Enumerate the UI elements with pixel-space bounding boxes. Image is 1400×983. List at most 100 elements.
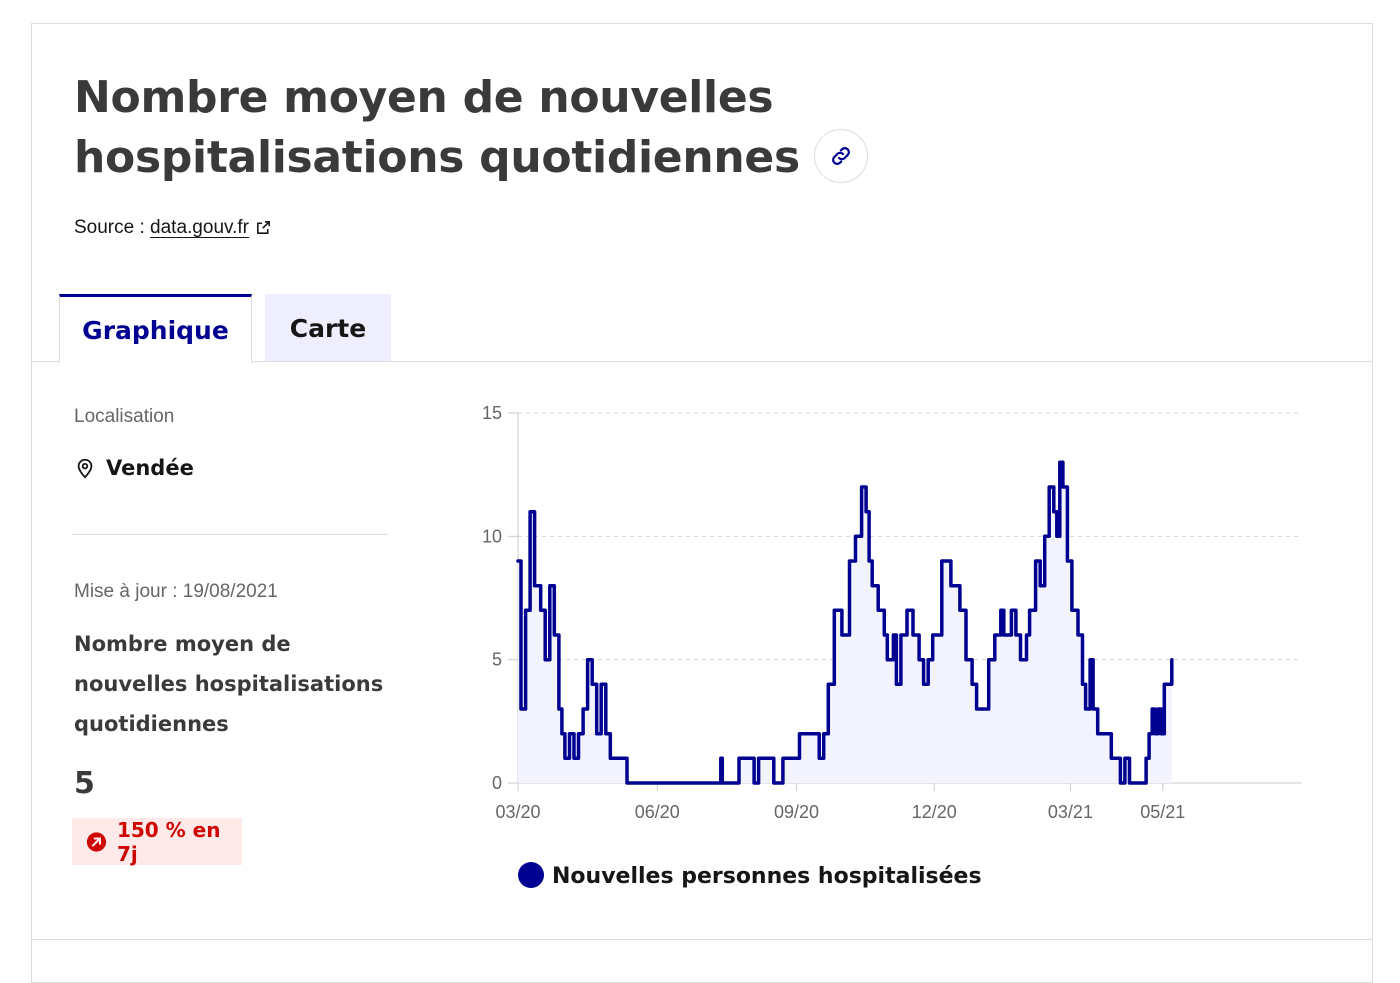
data-point <box>1145 758 1147 760</box>
data-point <box>1015 634 1017 636</box>
data-point <box>965 659 967 661</box>
data-point <box>927 659 929 661</box>
data-point <box>983 708 985 710</box>
hospitalisations-chart: 05101503/20 06/20 09/20 12/20 03/21 05/21Nouv… <box>440 390 1340 910</box>
legend-marker <box>518 862 544 888</box>
data-point <box>773 782 775 784</box>
location-selector[interactable]: Vendée <box>74 456 194 480</box>
indicator-label: Nombre moyen de nouvelles hospitalisatio… <box>74 624 384 744</box>
data-point <box>750 758 752 760</box>
data-point <box>738 758 740 760</box>
data-point <box>1129 782 1131 784</box>
data-point <box>941 560 943 562</box>
data-point <box>988 659 990 661</box>
data-point <box>1092 708 1094 710</box>
data-point <box>1160 733 1162 735</box>
data-point <box>1120 782 1122 784</box>
data-point <box>561 733 563 735</box>
copy-link-button[interactable] <box>814 129 868 183</box>
data-point <box>517 560 519 562</box>
data-point <box>828 684 830 686</box>
data-point <box>578 733 580 735</box>
y-tick-label: 10 <box>482 526 502 546</box>
data-point <box>753 782 755 784</box>
data-point <box>591 684 593 686</box>
data-point <box>719 782 721 784</box>
data-point <box>1141 782 1143 784</box>
location-value: Vendée <box>106 456 194 480</box>
data-point <box>976 708 978 710</box>
location-label: Localisation <box>74 406 174 428</box>
data-point <box>1138 782 1140 784</box>
data-point <box>779 782 781 784</box>
data-point <box>896 684 898 686</box>
page-title: Nombre moyen de nouvelles hospitalisatio… <box>74 68 1174 188</box>
source-prefix: Source : <box>74 217 150 238</box>
data-point <box>605 733 607 735</box>
data-point <box>818 758 820 760</box>
legend-label: Nouvelles personnes hospitalisées <box>552 864 982 889</box>
x-tick-label: 05/21 <box>1140 802 1185 822</box>
data-point <box>540 610 542 612</box>
data-point <box>900 634 902 636</box>
data-point <box>1168 684 1170 686</box>
data-point <box>994 634 996 636</box>
sidebar-divider <box>72 534 388 535</box>
tab-carte[interactable]: Carte <box>265 294 391 362</box>
updated-date: Mise à jour : 19/08/2021 <box>74 581 278 603</box>
tab-graphique[interactable]: Graphique <box>59 294 252 363</box>
series-area <box>518 462 1172 783</box>
data-point <box>932 634 934 636</box>
data-point <box>782 758 784 760</box>
data-point <box>959 610 961 612</box>
trend-text: 150 % en 7j <box>117 818 242 866</box>
data-point <box>587 659 589 661</box>
data-point <box>770 758 772 760</box>
card-footer-divider <box>31 939 1373 940</box>
data-point <box>887 659 889 661</box>
data-point <box>1035 560 1037 562</box>
page-title-text: Nombre moyen de nouvelles hospitalisatio… <box>74 72 800 183</box>
data-point <box>1044 536 1046 538</box>
data-point <box>582 708 584 710</box>
data-point <box>720 758 722 760</box>
data-point <box>626 782 628 784</box>
data-point <box>794 758 796 760</box>
data-point <box>569 733 571 735</box>
data-point <box>923 684 925 686</box>
data-point <box>950 585 952 587</box>
data-point <box>722 782 724 784</box>
data-point <box>1111 758 1113 760</box>
source-link[interactable]: data.gouv.fr <box>150 217 272 238</box>
data-point <box>912 634 914 636</box>
data-point <box>573 758 575 760</box>
data-point <box>971 684 973 686</box>
data-point <box>841 634 843 636</box>
data-point <box>868 560 870 562</box>
data-point <box>1171 659 1173 661</box>
data-point <box>955 585 957 587</box>
data-point <box>936 634 938 636</box>
data-point <box>1097 733 1099 735</box>
data-point <box>558 708 560 710</box>
x-tick-label: 03/21 <box>1048 802 1093 822</box>
source-link-text: data.gouv.fr <box>150 217 249 238</box>
data-point <box>1071 610 1073 612</box>
data-point <box>893 634 895 636</box>
indicator-value: 5 <box>74 766 95 801</box>
data-point <box>1067 560 1069 562</box>
data-point <box>1000 610 1002 612</box>
data-point <box>1085 708 1087 710</box>
data-point <box>1151 708 1153 710</box>
data-point <box>544 659 546 661</box>
y-tick-label: 0 <box>492 773 502 793</box>
x-tick-label: 03/20 <box>495 802 540 822</box>
data-point <box>823 733 825 735</box>
trend-badge: 150 % en 7j <box>72 818 242 865</box>
data-point <box>1077 634 1079 636</box>
data-point <box>1154 733 1156 735</box>
data-point <box>564 758 566 760</box>
data-point <box>1164 684 1166 686</box>
data-point <box>1026 634 1028 636</box>
data-point <box>1059 462 1061 464</box>
